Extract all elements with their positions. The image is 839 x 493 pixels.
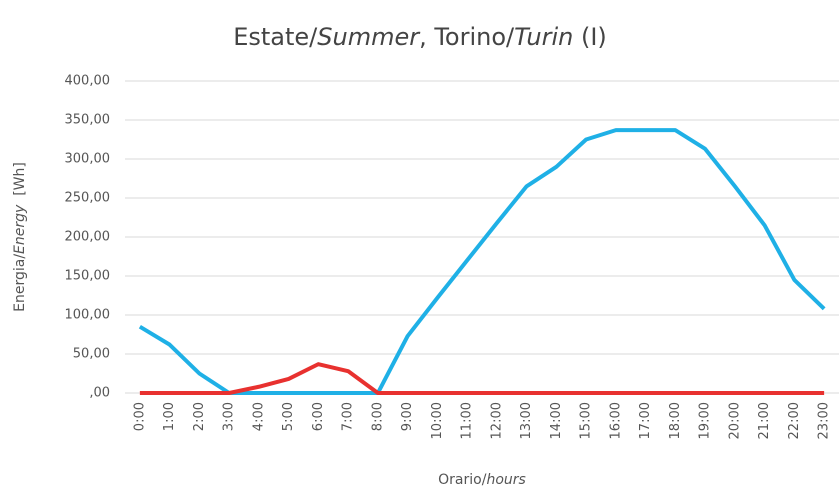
series-line (138, 128, 826, 395)
y-tick-label: 400,00 (65, 74, 111, 89)
ylabel-part: [Wh] (12, 162, 28, 205)
x-tick-label: 12:00 (489, 402, 504, 439)
x-tick-label: 1:00 (162, 402, 177, 431)
x-tick-label: 16:00 (608, 402, 623, 439)
xlabel-part: Orario/ (438, 472, 487, 488)
x-tick-label: 9:00 (400, 402, 415, 431)
x-tick-label: 23:00 (817, 402, 832, 439)
x-tick-label: 20:00 (727, 402, 742, 439)
x-axis-label: Orario/hours (438, 472, 526, 488)
x-tick-label: 15:00 (579, 402, 594, 439)
x-tick-label: 7:00 (341, 402, 356, 431)
y-tick-label: 300,00 (65, 152, 111, 167)
y-tick-label: 50,00 (73, 347, 110, 362)
title-part: , Torino/ (419, 23, 515, 51)
x-tick-label: 8:00 (370, 402, 385, 431)
x-tick-label: 18:00 (668, 402, 683, 439)
y-tick-label: 200,00 (65, 230, 111, 245)
series-line (139, 362, 825, 395)
title-part: Turin (514, 23, 573, 51)
x-tick-label: 14:00 (549, 402, 564, 439)
y-axis-label: Energia/Energy [Wh] (12, 162, 28, 312)
y-tick-label: 100,00 (65, 308, 111, 323)
x-tick-label: 19:00 (698, 402, 713, 439)
x-tick-label: 5:00 (281, 402, 296, 431)
chart-title: Estate/Summer, Torino/Turin (I) (233, 23, 607, 51)
title-part: (I) (573, 23, 606, 51)
ylabel-part: Energia/ (12, 254, 28, 312)
x-tick-label: 11:00 (460, 402, 475, 439)
y-tick-label: 250,00 (65, 191, 111, 206)
xlabel-part: hours (486, 472, 525, 488)
x-tick-label: 3:00 (222, 402, 237, 431)
y-tick-label: 350,00 (65, 113, 111, 128)
title-part: Estate/ (233, 23, 318, 51)
title-part: Summer (317, 23, 421, 51)
x-tick-label: 13:00 (519, 402, 534, 439)
x-tick-label: 4:00 (251, 402, 266, 431)
ylabel-part: Energy (12, 204, 28, 254)
x-tick-label: 2:00 (192, 402, 207, 431)
x-tick-label: 6:00 (311, 402, 326, 431)
x-tick-label: 17:00 (638, 402, 653, 439)
x-tick-label: 21:00 (757, 402, 772, 439)
x-tick-label: 0:00 (132, 402, 147, 431)
y-tick-label: ,00 (89, 386, 110, 401)
x-tick-label: 10:00 (430, 402, 445, 439)
y-tick-label: 150,00 (65, 269, 111, 284)
x-tick-label: 22:00 (787, 402, 802, 439)
